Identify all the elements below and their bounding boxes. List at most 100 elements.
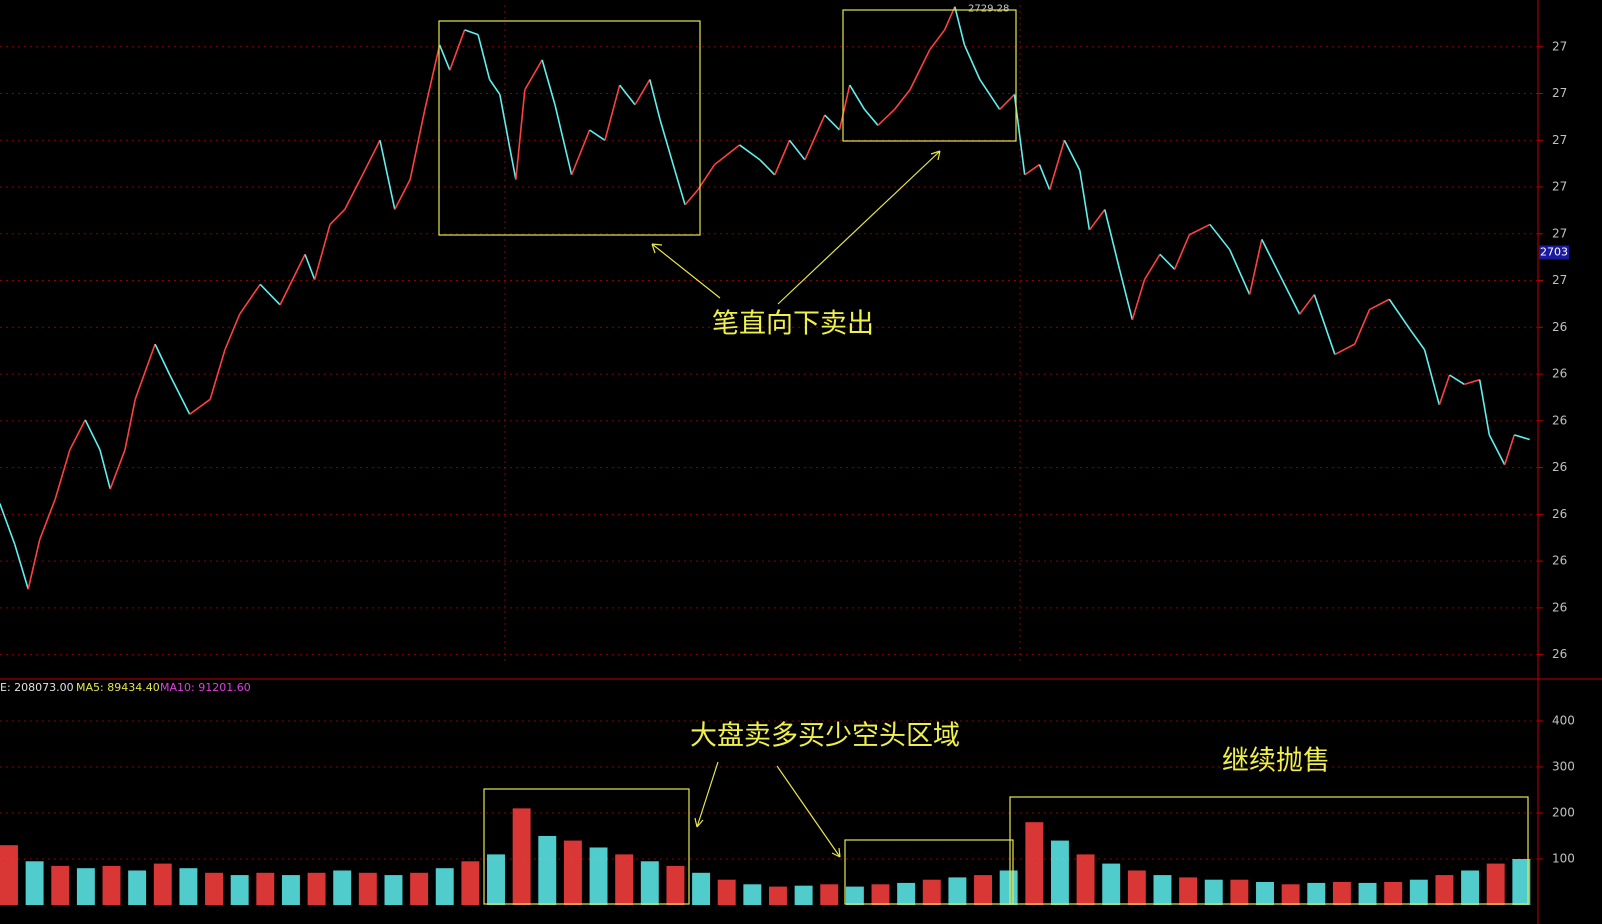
volume-bar: [1512, 858, 1531, 905]
price-segment: [449, 29, 466, 71]
price-segment: [684, 189, 699, 206]
y-tick-label: 27: [1552, 39, 1567, 53]
price-segment: [359, 139, 381, 180]
price-segment: [438, 44, 451, 71]
price-segment: [84, 419, 101, 451]
volume-bar: [128, 870, 147, 905]
volume-bar: [1076, 854, 1095, 905]
price-segment: [1514, 434, 1530, 441]
volume-bar: [1307, 882, 1326, 905]
price-segment: [1449, 374, 1465, 386]
price-segment: [1088, 208, 1106, 231]
y-tick-label: 27: [1552, 180, 1567, 194]
price-segment: [154, 343, 171, 376]
price-segment: [1503, 434, 1516, 466]
price-segment: [0, 503, 16, 545]
highlight-box: [844, 839, 1014, 905]
price-segment: [38, 499, 56, 540]
volume-bar: [1050, 840, 1069, 905]
volume-bar: [307, 872, 326, 905]
legend-ma10: MA10: 91201.60: [160, 681, 251, 694]
volume-bar: [0, 845, 18, 905]
annotation: 大盘卖多买少空头区域: [690, 721, 960, 752]
y-tick-label: 26: [1552, 413, 1567, 427]
price-segment: [759, 159, 776, 176]
price-segment: [259, 283, 281, 306]
price-segment: [1229, 249, 1251, 295]
price-segment: [169, 374, 191, 415]
price-segment: [1189, 223, 1211, 236]
volume-bar: [845, 886, 864, 905]
price-segment: [1024, 163, 1040, 176]
price-segment: [394, 179, 411, 210]
price-segment: [714, 144, 741, 166]
high-label: 2729.28: [968, 4, 1009, 15]
volume-bar: [102, 865, 121, 905]
y-tick-label: 26: [1552, 460, 1567, 474]
volume-bar: [1127, 870, 1146, 905]
price-segment: [109, 449, 126, 490]
volume-bar: [230, 875, 249, 905]
highlight-box: [1009, 796, 1529, 905]
price-segment: [1409, 328, 1426, 351]
volume-bar: [948, 877, 967, 905]
price-segment: [1118, 269, 1134, 321]
price-segment: [1104, 209, 1121, 270]
price-segment: [239, 283, 261, 315]
volume-bar: [692, 872, 711, 905]
volume-bar: [1153, 875, 1172, 905]
price-segment: [1209, 223, 1231, 251]
volume-bar: [1281, 884, 1300, 905]
price-segment: [804, 114, 826, 161]
annotation: 笔直向下卖出: [712, 309, 874, 340]
y-tick-label: 26: [1552, 507, 1567, 521]
volume-bar: [743, 884, 762, 905]
arrow: [776, 765, 841, 858]
volume-bar: [76, 868, 95, 905]
y-tick-label: 26: [1552, 554, 1567, 568]
volume-bar: [666, 865, 685, 905]
volume-bar: [512, 808, 531, 905]
price-segment: [838, 84, 851, 131]
volume-bar: [1384, 881, 1403, 905]
price-segment: [659, 119, 676, 171]
price-segment: [379, 140, 396, 210]
volume-bar: [1025, 822, 1044, 905]
price-segment: [674, 169, 686, 206]
price-segment: [697, 164, 716, 191]
y-tick-label: 26: [1552, 647, 1567, 661]
price-segment: [979, 79, 1001, 110]
price-segment: [788, 139, 806, 161]
y-tick-label: 200: [1552, 805, 1575, 819]
volume-bar: [333, 870, 352, 905]
volume-bar: [256, 872, 275, 905]
legend-ma5: MA5: 89434.40: [76, 681, 160, 694]
volume-bar: [205, 872, 224, 905]
y-tick-label: 26: [1552, 367, 1567, 381]
price-segment: [1298, 294, 1315, 315]
volume-bar: [358, 872, 377, 905]
price-segment: [27, 539, 41, 590]
price-segment: [313, 224, 331, 280]
price-segment: [649, 79, 661, 120]
price-segment: [739, 144, 761, 161]
price-segment: [1038, 164, 1051, 191]
volume-bar: [589, 847, 608, 905]
y-tick-label: 27: [1552, 273, 1567, 287]
price-segment: [541, 59, 556, 105]
last-price-label: 2703: [1540, 245, 1568, 258]
volume-bar: [1102, 863, 1121, 905]
price-segment: [1334, 343, 1356, 356]
y-tick-label: 300: [1552, 759, 1575, 773]
volume-bar: [897, 882, 916, 905]
volume-bar: [410, 872, 429, 905]
volume-bar: [974, 875, 993, 905]
plot: 27 27 27 27 27 27 26 26 26 26 26 26 26 26 2729.28 2703 1…: [0, 4, 1575, 905]
legend-volume: E: 208073.00: [0, 681, 74, 694]
volume-bar: [871, 884, 890, 905]
volume-bar: [999, 870, 1018, 905]
volume-bar: [1256, 881, 1274, 905]
volume-bar: [615, 854, 634, 905]
